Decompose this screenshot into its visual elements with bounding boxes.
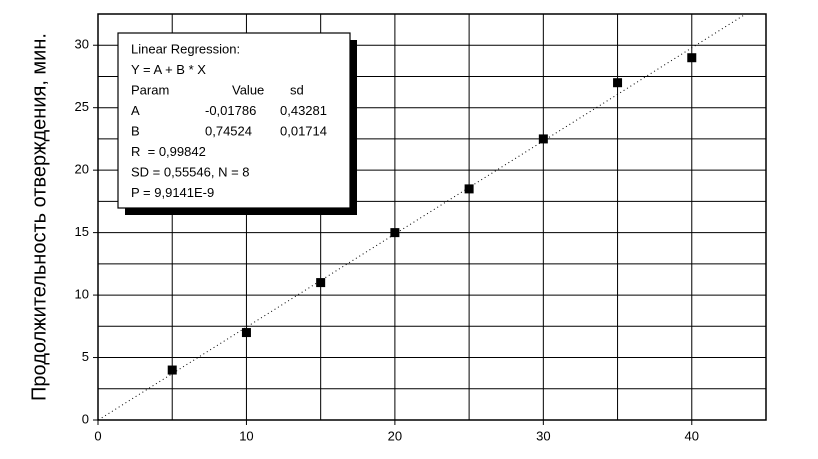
x-tick-label: 0	[94, 428, 101, 443]
x-tick-label: 40	[685, 428, 699, 443]
point	[241, 328, 251, 338]
x-tick-label: 20	[388, 428, 402, 443]
regression-box	[117, 32, 351, 209]
y-axis-title: Продолжительность отверждения, мин.	[28, 33, 50, 401]
point	[390, 228, 400, 238]
point	[464, 184, 474, 194]
regression-cell: A	[131, 103, 140, 118]
point	[316, 278, 326, 288]
y-tick-label: 20	[75, 162, 89, 177]
plot-frame	[97, 13, 767, 421]
point	[687, 53, 697, 63]
regression-line	[98, 13, 746, 421]
point	[613, 78, 623, 88]
y-tick-label: 15	[75, 224, 89, 239]
regression-header: sd	[290, 82, 304, 97]
regression-title: Linear Regression:	[131, 41, 240, 56]
regression-header: Value	[232, 82, 264, 97]
x-tick-label: 10	[239, 428, 253, 443]
regression-stat: P = 9,9141E-9	[131, 185, 214, 200]
regression-equation: Y = A + B * X	[131, 62, 206, 77]
regression-cell: -0,01786	[205, 103, 256, 118]
point	[167, 365, 177, 375]
x-tick-label: 30	[536, 428, 550, 443]
regression-cell: 0,43281	[280, 103, 327, 118]
regression-header: Param	[131, 82, 169, 97]
y-tick-label: 10	[75, 287, 89, 302]
regression-stat: SD = 0,55546, N = 8	[131, 164, 250, 179]
y-tick-label: 25	[75, 99, 89, 114]
point	[538, 134, 548, 144]
regression-cell: B	[131, 123, 140, 138]
y-tick-label: 5	[82, 349, 89, 364]
y-tick-label: 30	[75, 37, 89, 52]
regression-stat: R = 0,99842	[131, 144, 206, 159]
y-tick-label: 0	[82, 411, 89, 426]
regression-cell: 0,74524	[205, 123, 252, 138]
regression-cell: 0,01714	[280, 123, 327, 138]
